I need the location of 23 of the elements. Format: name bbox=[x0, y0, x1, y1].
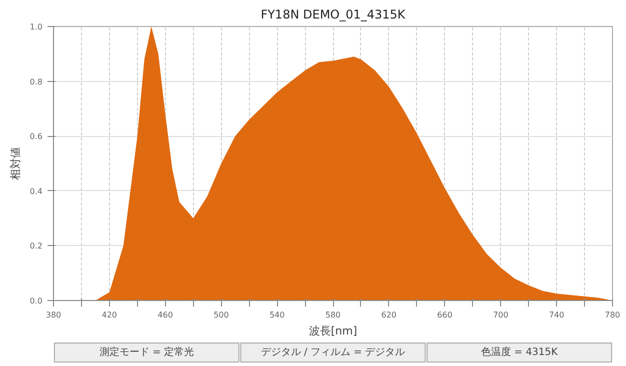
y-tick-label: 0.8 bbox=[30, 77, 43, 86]
y-tick-label: 0.2 bbox=[30, 242, 43, 251]
chart-title: FY18N DEMO_01_4315K bbox=[260, 8, 406, 22]
y-tick-label: 0.6 bbox=[30, 132, 43, 142]
x-tick-label: 380 bbox=[46, 310, 62, 320]
x-tick-label: 740 bbox=[548, 310, 564, 320]
x-tick-label: 620 bbox=[381, 310, 397, 320]
y-tick-label: 1.0 bbox=[30, 22, 43, 32]
x-tick-label: 460 bbox=[158, 310, 173, 320]
x-tick-label: 660 bbox=[437, 310, 452, 320]
x-tick-label: 540 bbox=[269, 310, 285, 320]
y-axis-title: 相対値 bbox=[8, 147, 22, 180]
x-axis-title: 波長[nm] bbox=[308, 324, 358, 338]
x-tick-label: 500 bbox=[214, 310, 229, 320]
y-tick-label: 0.4 bbox=[30, 186, 43, 196]
text: 測定モード = 定常光 bbox=[99, 346, 194, 358]
x-tick-label: 580 bbox=[325, 310, 341, 320]
x-tick-label: 420 bbox=[102, 310, 118, 320]
x-tick-label: 780 bbox=[604, 310, 620, 320]
text: デジタル / フィルム = デジタル bbox=[260, 347, 406, 358]
text: 色温度 = 4315K bbox=[480, 346, 558, 358]
x-tick-label: 700 bbox=[493, 310, 508, 320]
y-tick-label: 0.0 bbox=[30, 296, 43, 306]
